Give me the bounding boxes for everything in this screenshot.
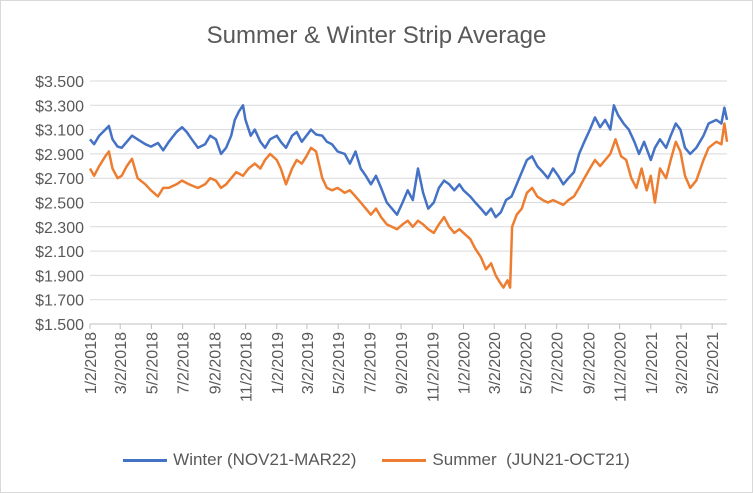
- x-tick-label: 1/2/2020: [457, 332, 474, 394]
- y-tick-label: $1.700: [35, 293, 84, 310]
- x-tick-label: 7/2/2019: [362, 332, 379, 394]
- winter-series-line: [89, 104, 729, 219]
- legend-swatch-summer: [382, 458, 427, 462]
- legend-label-summer: Summer (JUN21-OCT21): [432, 450, 630, 469]
- y-tick-label: $2.900: [35, 147, 84, 164]
- x-tick-label: 5/2/2021: [705, 332, 722, 394]
- x-tick-label: 11/2/2018: [239, 332, 256, 402]
- legend-item-winter: Winter (NOV21-MAR22): [123, 450, 356, 470]
- x-tick-label: 3/2/2019: [300, 332, 317, 394]
- legend-label-winter: Winter (NOV21-MAR22): [173, 450, 357, 469]
- x-tick-label: 3/2/2021: [674, 332, 691, 394]
- x-tick-label: 1/2/2019: [270, 332, 287, 394]
- y-tick-label: $3.500: [35, 74, 84, 91]
- x-tick-label: 11/2/2020: [613, 332, 630, 402]
- y-tick-label: $3.100: [35, 123, 84, 140]
- y-tick-label: $3.300: [35, 98, 84, 115]
- x-tick-label: 5/2/2020: [518, 332, 535, 394]
- series-lines: [88, 104, 729, 289]
- y-tick-label: $2.700: [35, 171, 84, 188]
- x-tick-label: 9/2/2019: [394, 332, 411, 394]
- y-tick-label: $2.500: [35, 196, 84, 213]
- x-tick-label: 7/2/2018: [176, 332, 193, 394]
- y-tick-label: $1.900: [35, 268, 84, 285]
- x-tick-label: 1/2/2018: [83, 332, 100, 394]
- y-tick-label: $1.500: [35, 317, 84, 334]
- x-tick-label: 1/2/2021: [644, 332, 661, 394]
- x-tick-label: 5/2/2019: [331, 332, 348, 394]
- legend: Winter (NOV21-MAR22) Summer (JUN21-OCT21…: [0, 450, 753, 470]
- gridlines: [90, 80, 727, 325]
- x-tick-label: 7/2/2020: [550, 332, 567, 394]
- x-tick-label: 5/2/2018: [144, 332, 161, 394]
- y-tick-label: $2.100: [35, 244, 84, 261]
- x-tick-label: 9/2/2018: [207, 332, 224, 394]
- y-tick-label: $2.300: [35, 220, 84, 237]
- y-axis-ticks: $1.500 $1.700 $1.900 $2.100 $2.300 $2.500 $2.7…: [35, 74, 84, 334]
- x-tick-label: 9/2/2020: [581, 332, 598, 394]
- x-axis: 1/2/2018 3/2/2018 5/2/2018 7/2/2018 9/2/2018…: [83, 324, 722, 402]
- x-tick-label: 3/2/2020: [487, 332, 504, 394]
- x-tick-label: 3/2/2018: [113, 332, 130, 394]
- summer-series-line: [88, 122, 729, 289]
- legend-swatch-winter: [123, 458, 168, 462]
- chart-title: Summer & Winter Strip Average: [206, 22, 547, 49]
- x-tick-label: 11/2/2019: [425, 332, 442, 402]
- legend-item-summer: Summer (JUN21-OCT21): [382, 450, 630, 470]
